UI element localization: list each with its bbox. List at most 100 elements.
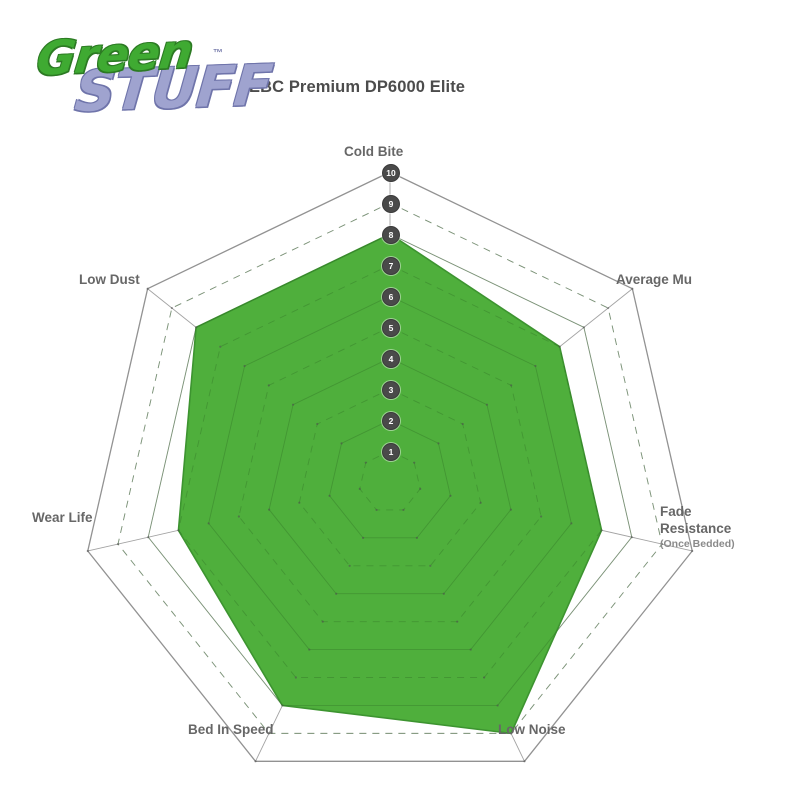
axis-tick-dot <box>461 422 464 426</box>
axis-tick-dot <box>437 442 440 445</box>
trademark-symbol: ™ <box>213 48 223 59</box>
axis-tick-dot <box>281 704 284 707</box>
series-area-ebc-premium-dp6000-elite <box>177 233 603 735</box>
axis-tick-dot <box>116 542 120 546</box>
axis-tick-dot <box>254 760 257 763</box>
axis-label-text: Wear Life <box>32 510 93 525</box>
axis-tick-dot <box>170 306 173 310</box>
grid-ring-overlay-6 <box>208 295 572 651</box>
grid-ring-overlay-3 <box>298 388 482 567</box>
axis-label-text: Low Noise <box>498 722 566 737</box>
axis-tick-dot <box>413 461 416 464</box>
axis-tick-dot <box>509 508 512 511</box>
axis-tick-dot <box>364 461 367 464</box>
axis-tick-dot <box>600 529 603 532</box>
axis-label-fade-resistance: Fade Resistance (Once Bedded) <box>660 504 735 551</box>
axis-label-bed-in-speed: Bed In Speed <box>188 722 274 739</box>
grid-ring-overlay-4 <box>268 357 512 595</box>
axis-tick-dot <box>298 501 301 504</box>
axis-tick-dot <box>631 287 634 290</box>
axis-label-text: Cold Bite <box>344 144 404 159</box>
axis-tick-dot <box>291 403 295 406</box>
axis-tick-dot <box>237 515 240 518</box>
axis-tick-dot <box>308 648 311 651</box>
axis-tick-dot <box>268 508 271 511</box>
axis-tick-dot <box>607 306 610 310</box>
axis-tick-dot <box>509 732 513 735</box>
axis-tick-dot <box>429 564 432 567</box>
axis-tick-dot <box>146 287 149 290</box>
axis-tick-dot <box>219 345 222 348</box>
axis-tick-dot <box>335 592 338 595</box>
scale-marker-4: 4 <box>382 350 400 368</box>
scale-marker-5: 5 <box>382 319 400 337</box>
axis-tick-dot <box>456 620 459 623</box>
axis-tick-dot <box>348 564 351 567</box>
axis-tick-dot <box>496 704 499 707</box>
grid-ring-10 <box>87 171 693 762</box>
axis-tick-dot <box>419 487 422 490</box>
axis-tick-dot <box>147 536 150 539</box>
scale-marker-7: 7 <box>382 257 400 275</box>
scale-marker-8: 8 <box>382 226 400 244</box>
axis-tick-dot <box>483 676 486 679</box>
axis-tick-dot <box>316 422 319 426</box>
axis-tick-dot <box>294 676 297 679</box>
axis-tick-dot <box>375 508 378 512</box>
axis-tick-dot <box>540 515 543 518</box>
scale-marker-1: 1 <box>382 443 400 461</box>
series-polygon <box>177 233 603 735</box>
grid-ring-overlay-2 <box>329 419 451 539</box>
scale-marker-2: 2 <box>382 412 400 430</box>
axis-tick-dot <box>321 620 324 623</box>
axis-label-sublabel: (Once Bedded) <box>660 537 735 550</box>
axis-tick-dot <box>195 326 198 329</box>
axis-tick-dot <box>402 508 405 512</box>
axis-tick-dot <box>442 592 445 595</box>
axis-tick-dot <box>328 494 331 497</box>
axis-label-low-dust: Low Dust <box>79 272 140 289</box>
axis-label-average-mu: Average Mu <box>616 272 692 289</box>
axis-tick-dot <box>267 384 270 387</box>
grid-ring-overlay-1 <box>359 450 421 511</box>
axis-tick-dot <box>534 364 537 368</box>
axis-tick-dot <box>510 384 513 387</box>
scale-marker-6: 6 <box>382 288 400 306</box>
axis-label-low-noise: Low Noise <box>498 722 566 739</box>
axis-tick-dot <box>660 542 664 546</box>
axis-tick-dot <box>177 529 180 532</box>
grid-ring-overlay-7 <box>177 264 603 678</box>
axis-tick-dot <box>449 494 452 497</box>
page-title: EBC Premium DP6000 Elite <box>249 78 466 96</box>
axis-label-cold-bite: Cold Bite <box>344 144 403 161</box>
axis-tick-dot <box>691 549 694 553</box>
axis-label-text-line2: Resistance <box>660 520 732 536</box>
inner-grid-rings <box>86 170 694 763</box>
axis-tick-dot <box>86 549 89 553</box>
axis-label-text: Bed In Speed <box>188 722 274 737</box>
axis-label-text: Fade <box>660 504 692 519</box>
axis-tick-dot <box>267 732 271 735</box>
axis-tick-dot <box>415 536 418 539</box>
scale-marker-3: 3 <box>382 381 400 399</box>
axis-tick-dot <box>362 536 365 539</box>
axis-tick-dot <box>523 760 526 763</box>
axis-tick-dot <box>358 487 361 490</box>
axis-tick-dot <box>243 364 246 368</box>
logo-word-green: Green <box>34 24 195 87</box>
axis-tick-dot <box>582 326 585 329</box>
axis-label-wear-life: Wear Life <box>32 510 93 527</box>
scale-marker-9: 9 <box>382 195 400 213</box>
grid-ring-overlay-9 <box>117 202 663 734</box>
axis-tick-dot <box>479 501 482 504</box>
axis-label-text: Low Dust <box>79 272 140 287</box>
scale-marker-10: 10 <box>382 164 400 182</box>
axis-tick-dot <box>469 648 472 651</box>
axis-tick-dot <box>207 522 210 525</box>
axis-tick-dot <box>485 403 489 406</box>
grid-ring-9 <box>117 202 663 734</box>
axis-tick-dot <box>558 345 561 348</box>
